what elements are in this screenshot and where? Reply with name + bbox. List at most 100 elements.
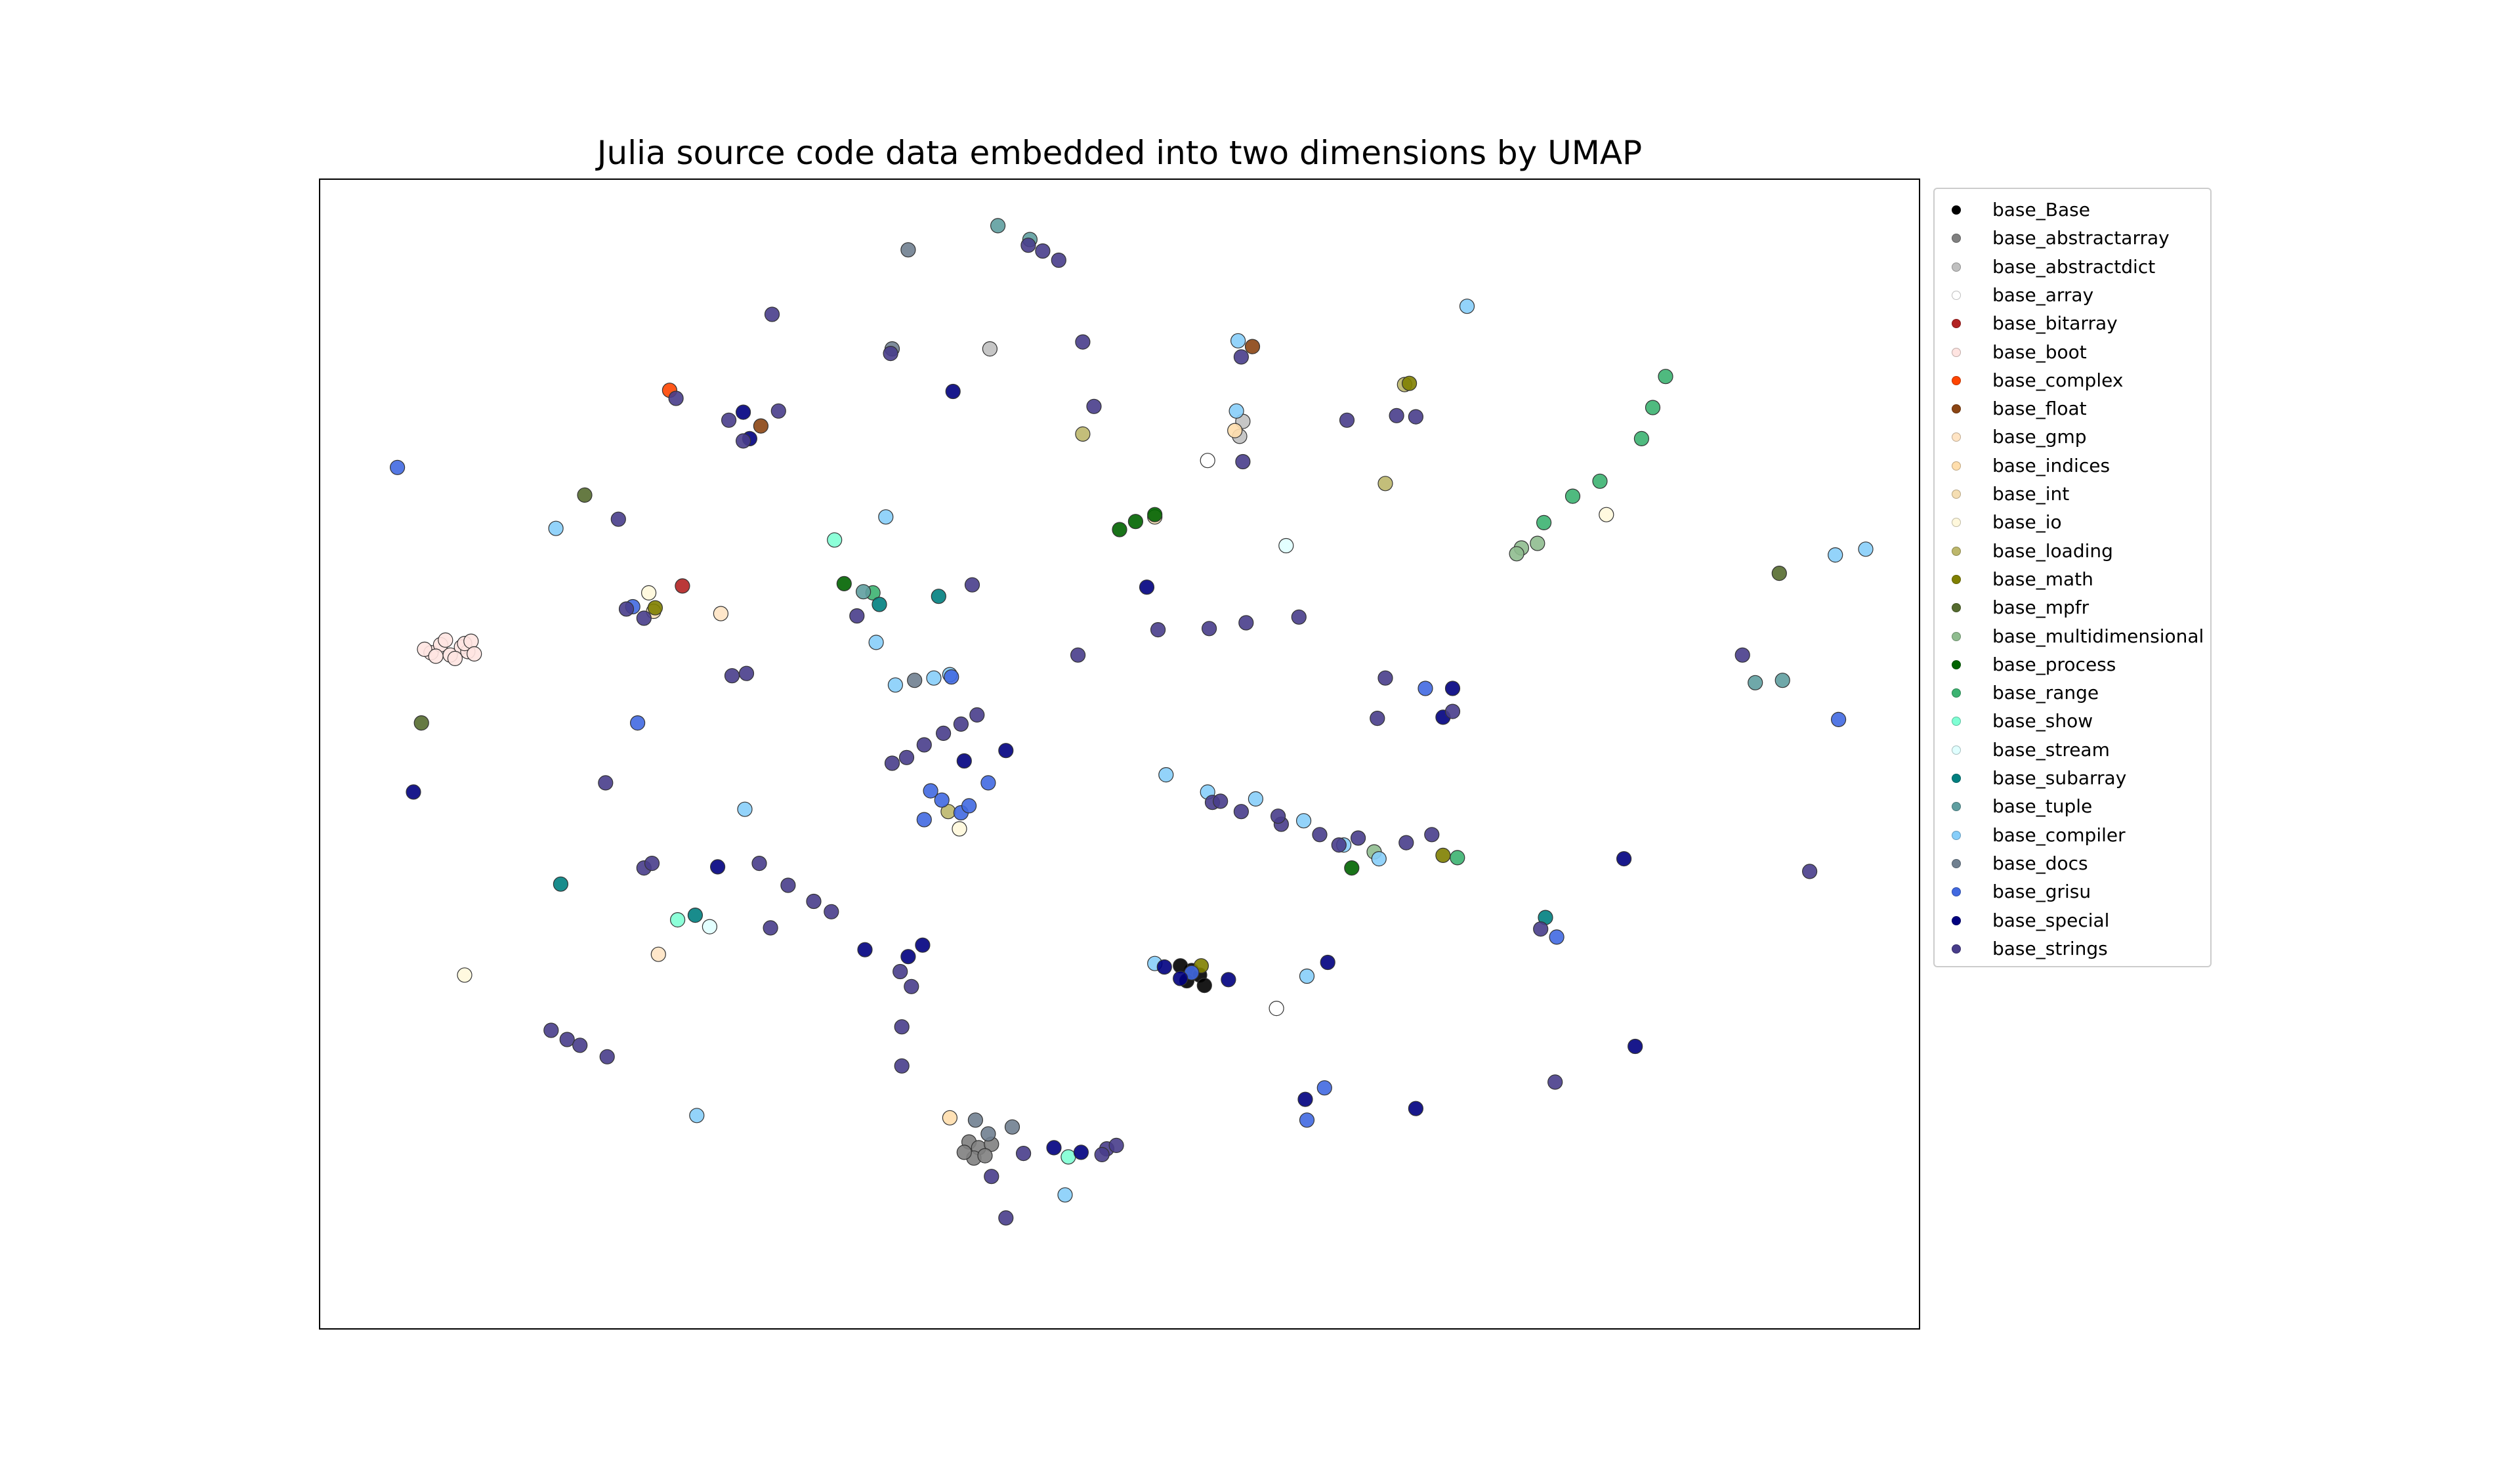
data-point [1645, 400, 1661, 415]
data-point [900, 949, 916, 965]
data-point [935, 725, 952, 742]
data-point [1771, 565, 1787, 581]
series-base_show [669, 532, 1076, 1165]
data-point [1158, 766, 1174, 783]
legend-item: base_complex [1935, 368, 2210, 394]
data-point [1227, 423, 1243, 438]
data-point [389, 459, 406, 475]
legend-marker [1952, 205, 1961, 215]
legend-label: base_gmp [1992, 426, 2087, 448]
data-point [1299, 1112, 1315, 1128]
data-point [764, 306, 780, 322]
data-point [702, 919, 718, 934]
data-point [967, 1112, 984, 1128]
data-point [1139, 579, 1155, 595]
data-point [610, 511, 626, 527]
legend-item: base_indices [1935, 453, 2210, 479]
data-point [1633, 430, 1650, 446]
legend-marker [1952, 887, 1961, 897]
series-base_int [646, 509, 1163, 620]
data-point [713, 606, 729, 621]
data-point [956, 1144, 972, 1160]
data-point [1060, 1149, 1076, 1165]
legend-marker [1952, 290, 1961, 300]
data-point [894, 1058, 910, 1074]
data-point [1297, 1091, 1313, 1107]
data-point [735, 433, 751, 449]
series-base_gmp [650, 606, 729, 962]
data-point [1244, 339, 1261, 354]
series-base_stream [702, 537, 1294, 934]
data-point [1564, 488, 1581, 504]
data-point [770, 403, 786, 419]
data-point [1533, 921, 1549, 937]
data-point [942, 1110, 958, 1125]
data-point [1248, 791, 1264, 807]
data-point [1450, 850, 1465, 866]
data-point [463, 633, 479, 649]
data-point [1073, 1144, 1089, 1160]
data-point [916, 737, 932, 753]
data-point [1213, 793, 1228, 809]
data-point [599, 1049, 615, 1064]
data-point [1295, 813, 1312, 829]
series-base_docs [884, 242, 1020, 1142]
legend-item: base_tuple [1935, 793, 2210, 820]
data-point [980, 775, 996, 791]
data-point [824, 904, 839, 919]
data-point [977, 1148, 993, 1164]
legend-item: base_mpfr [1935, 595, 2210, 621]
data-point [1628, 1038, 1643, 1055]
legend-item: base_range [1935, 680, 2210, 706]
legend-label: base_math [1992, 568, 2093, 590]
data-point [780, 877, 796, 893]
legend-item: base_special [1935, 908, 2210, 934]
data-point [1371, 850, 1387, 867]
legend-marker [1952, 546, 1961, 556]
data-point [1299, 968, 1315, 984]
data-point [931, 589, 946, 604]
legend-marker [1952, 802, 1961, 812]
plot-area-frame [319, 178, 1920, 1330]
data-point [1350, 830, 1366, 846]
data-point [630, 715, 646, 731]
data-point [1004, 1119, 1020, 1135]
legend-marker [1952, 717, 1961, 726]
legend-label: base_stream [1992, 738, 2110, 761]
legend-label: base_tuple [1992, 795, 2093, 818]
data-point [675, 578, 690, 594]
data-point [1377, 476, 1393, 492]
data-point [1444, 681, 1461, 696]
data-point [900, 242, 916, 258]
data-point [984, 1169, 999, 1185]
legend-item: base_abstractarray [1935, 225, 2210, 251]
data-point [763, 920, 778, 936]
data-point [1269, 1000, 1284, 1017]
series-base_io [457, 507, 1614, 983]
legend-item: base_grisu [1935, 879, 2210, 905]
data-point [1278, 537, 1294, 554]
data-point [945, 383, 961, 400]
legend-marker [1952, 915, 1961, 925]
legend-label: base_boot [1992, 341, 2087, 363]
data-point [1051, 252, 1066, 268]
data-point [904, 978, 919, 994]
data-point [884, 755, 900, 771]
data-point [687, 907, 704, 923]
legend-item: base_float [1935, 396, 2210, 422]
legend-marker [1952, 518, 1961, 528]
data-point [1070, 647, 1086, 663]
data-point [1150, 621, 1166, 638]
data-point [1828, 547, 1843, 563]
data-point [1424, 827, 1440, 843]
data-point [650, 946, 666, 962]
data-point [934, 792, 950, 808]
legend-marker [1952, 347, 1961, 357]
data-point [1435, 847, 1451, 864]
data-point [543, 1022, 559, 1038]
legend-label: base_grisu [1992, 881, 2091, 903]
legend-label: base_range [1992, 682, 2099, 704]
legend-label: base_loading [1992, 539, 2113, 562]
data-point [1230, 333, 1246, 348]
